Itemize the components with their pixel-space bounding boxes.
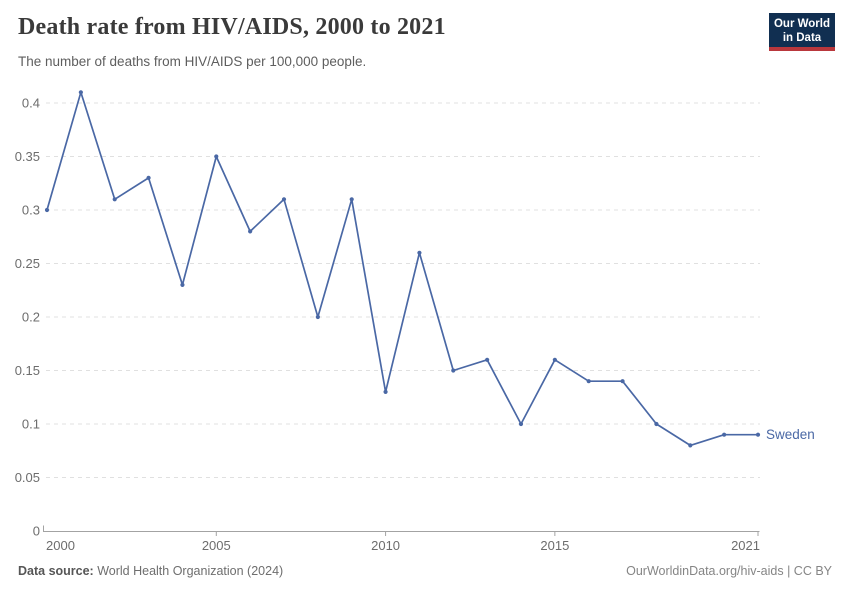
x-tick-label: 2021 [731, 538, 760, 553]
data-point [688, 443, 693, 448]
x-tick-label: 2005 [202, 538, 231, 553]
data-point [383, 389, 388, 394]
y-tick-label: 0.05 [15, 470, 40, 485]
y-tick-label: 0.15 [15, 363, 40, 378]
data-source: Data source: World Health Organization (… [18, 564, 283, 578]
data-point [78, 90, 83, 95]
data-point [349, 197, 354, 202]
y-tick-label: 0.35 [15, 149, 40, 164]
data-point [281, 197, 287, 202]
data-point [44, 207, 50, 213]
y-tick-label: 0.3 [22, 203, 40, 218]
y-tick-label: 0.4 [22, 96, 40, 111]
y-tick-label: 0.2 [22, 310, 40, 325]
data-point [315, 314, 320, 320]
y-tick-label: 0.1 [22, 417, 40, 432]
data-point [112, 197, 117, 202]
data-point [654, 421, 659, 427]
owid-logo: Our World in Data [769, 13, 835, 51]
data-point [451, 368, 456, 373]
data-point [214, 154, 219, 159]
data-source-label: Data source: [18, 564, 94, 578]
data-point [417, 250, 422, 255]
series-label-sweden: Sweden [766, 427, 815, 442]
page-title: Death rate from HIV/AIDS, 2000 to 2021 [18, 14, 446, 40]
license-credit: OurWorldinData.org/hiv-aids | CC BY [626, 564, 832, 578]
data-point [586, 379, 591, 384]
data-point [552, 357, 557, 362]
x-tick-label: 2000 [46, 538, 75, 553]
data-point [518, 421, 524, 427]
data-point [180, 282, 185, 287]
data-point [485, 357, 490, 362]
y-tick-label: 0 [33, 524, 40, 539]
data-point [722, 432, 727, 437]
x-axis [43, 525, 760, 532]
data-point [248, 229, 253, 234]
series-line-sweden [46, 91, 759, 447]
y-tick-label: 0.25 [15, 256, 40, 271]
x-tick-label: 2010 [371, 538, 400, 553]
data-point [755, 432, 761, 437]
owid-logo-line2: in Data [782, 32, 822, 44]
data-point [620, 379, 625, 384]
owid-logo-line1: Our World [773, 18, 830, 30]
data-point [146, 175, 151, 180]
chart-subtitle: The number of deaths from HIV/AIDS per 1… [18, 54, 367, 69]
data-source-text: World Health Organization (2024) [93, 564, 284, 578]
x-tick-label: 2015 [540, 538, 569, 553]
